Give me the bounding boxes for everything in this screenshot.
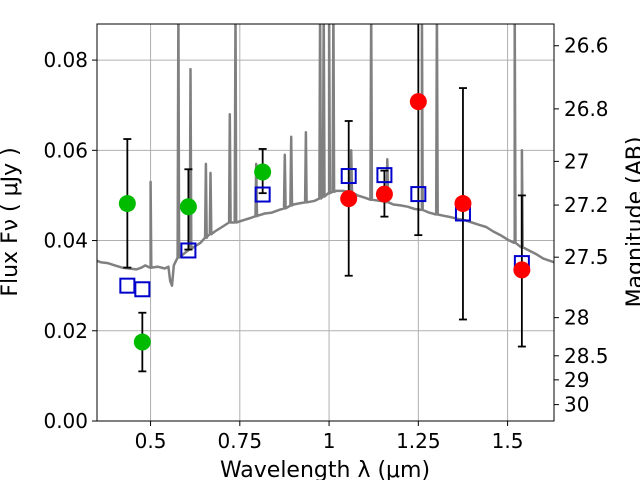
y2-tick-label: 29 [564,368,589,392]
model-band-square [340,168,357,185]
spectrum-line [97,24,554,287]
y-axis-ticks: 0.00 0.02 0.04 0.06 0.08 [43,48,97,433]
y-tick-label: 0.06 [43,138,88,162]
model-band-square [180,242,197,259]
green-photometry-point [118,195,136,213]
y2-tick-label: 27.2 [564,193,609,217]
x-tick-label: 1 [323,429,336,453]
red-photometry-point [454,195,472,213]
y2-tick-label: 26.8 [564,97,609,121]
y-tick-label: 0.08 [43,48,88,72]
model-band-square [376,167,393,184]
y2-tick-label: 27.5 [564,245,609,269]
red-photometry-point [409,93,427,111]
model-band-square [134,281,151,298]
y2-tick-label: 28.5 [564,344,609,368]
x-tick-label: 1.5 [492,429,524,453]
y2-axis-label: Magnitude (AB) [623,137,640,308]
y-tick-label: 0.02 [43,319,88,343]
photometry-layer [118,93,531,351]
plot-frame [96,23,555,422]
model-band-square [254,186,271,203]
red-photometry-point [375,185,393,203]
grid-lines [97,24,554,421]
model-band-square [410,186,427,203]
x-tick-label: 0.5 [135,429,167,453]
y2-tick-label: 28 [564,306,589,330]
green-photometry-point [254,163,272,181]
green-photometry-point [179,198,197,216]
x-axis-ticks: 0.5 0.75 1 1.25 1.5 [135,421,524,453]
y2-tick-label: 26.6 [564,34,609,58]
y-tick-label: 0.00 [43,409,88,433]
y-axis-label: Flux Fν ( μJy ) [0,147,23,296]
spectrum-layer [97,24,554,287]
green-photometry-point [133,333,151,351]
red-photometry-point [513,261,531,279]
y-tick-label: 0.04 [43,229,88,253]
y2-tick-label: 27 [564,149,589,173]
model-band-square [119,277,136,294]
red-photometry-point [340,190,358,208]
x-tick-label: 1.25 [396,429,441,453]
x-axis-label: Wavelength λ (μm) [220,458,430,480]
x-tick-label: 0.75 [218,429,263,453]
y2-tick-label: 30 [564,393,589,417]
